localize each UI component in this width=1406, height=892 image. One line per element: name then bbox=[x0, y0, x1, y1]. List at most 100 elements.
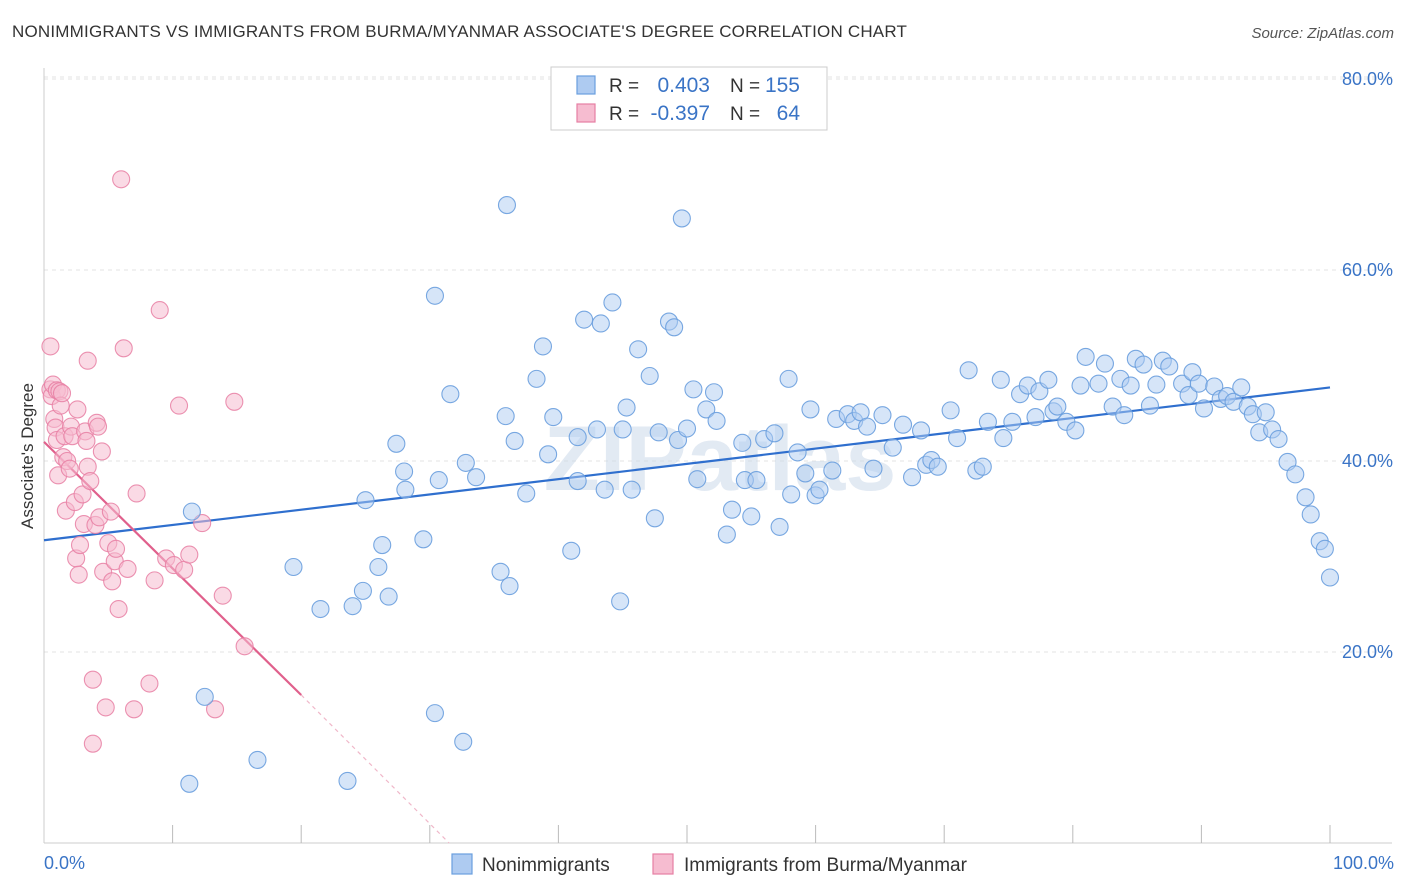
immigrants-trend-extension bbox=[300, 694, 450, 844]
nonimmigrants-point bbox=[649, 423, 668, 442]
nonimmigrants-point bbox=[356, 491, 375, 510]
nonimmigrants-point bbox=[796, 464, 815, 483]
immigrants-point bbox=[69, 565, 88, 584]
nonimmigrants-point bbox=[941, 401, 960, 420]
nonimmigrants-point bbox=[857, 417, 877, 436]
nonimmigrants-point bbox=[500, 577, 519, 596]
nonimmigrants-point bbox=[414, 530, 433, 549]
nonimmigrants-point bbox=[1095, 354, 1114, 373]
stats-r-value-1: 0.403 bbox=[657, 74, 710, 97]
nonimmigrants-point bbox=[991, 370, 1010, 389]
nonimmigrants-point bbox=[395, 462, 414, 481]
nonimmigrants-point bbox=[1048, 397, 1067, 416]
nonimmigrants-point bbox=[1115, 406, 1134, 425]
nonimmigrants-point bbox=[973, 457, 992, 476]
nonimmigrants-point bbox=[527, 369, 546, 388]
nonimmigrants-point bbox=[617, 398, 636, 417]
nonimmigrants-point bbox=[873, 406, 892, 425]
nonimmigrants-point bbox=[456, 453, 475, 472]
nonimmigrants-point bbox=[959, 361, 978, 380]
nonimmigrants-point bbox=[517, 484, 536, 503]
nonimmigrants-point bbox=[640, 366, 659, 386]
immigrants-point bbox=[88, 417, 108, 436]
legend-label-immigrants: Immigrants from Burma/Myanmar bbox=[684, 855, 968, 876]
nonimmigrants-point bbox=[1315, 539, 1334, 558]
nonimmigrants-point bbox=[425, 704, 444, 723]
nonimmigrants-point bbox=[195, 687, 214, 706]
nonimmigrants-point bbox=[883, 438, 902, 457]
nonimmigrants-point bbox=[893, 415, 913, 434]
stats-n-label-1: N = bbox=[730, 76, 760, 97]
nonimmigrants-point bbox=[782, 485, 801, 504]
nonimmigrants-point bbox=[1071, 376, 1090, 395]
nonimmigrants-point bbox=[603, 293, 622, 312]
immigrants-point bbox=[124, 700, 144, 719]
y-tick-label-80: 80.0% bbox=[1342, 69, 1393, 89]
nonimmigrants-point bbox=[704, 383, 724, 402]
nonimmigrants-point bbox=[1296, 488, 1315, 507]
immigrants-point bbox=[213, 586, 232, 605]
y-tick-labels: 20.0% 40.0% 60.0% 80.0% bbox=[1342, 69, 1393, 662]
stats-n-label-2: N = bbox=[730, 104, 760, 125]
immigrants-point bbox=[70, 535, 90, 555]
nonimmigrants-point bbox=[429, 471, 448, 490]
nonimmigrants-point bbox=[1039, 370, 1058, 389]
nonimmigrants-point bbox=[467, 468, 486, 487]
nonimmigrants-point bbox=[568, 428, 587, 447]
nonimmigrants-point bbox=[496, 407, 515, 426]
nonimmigrants-point bbox=[1256, 403, 1275, 422]
immigrants-point bbox=[106, 539, 126, 558]
nonimmigrants-point bbox=[864, 459, 883, 478]
legend-label-nonimmigrants: Nonimmigrants bbox=[482, 855, 610, 876]
nonimmigrants-point bbox=[539, 445, 558, 464]
stats-r-label-1: R = bbox=[609, 76, 639, 97]
nonimmigrants-point bbox=[611, 592, 630, 611]
stats-r-value-2: -0.397 bbox=[650, 102, 710, 125]
nonimmigrants-point bbox=[425, 286, 444, 305]
stats-n-value-1: 155 bbox=[765, 74, 800, 97]
immigrants-point bbox=[193, 514, 212, 533]
immigrants-burma-points bbox=[41, 170, 254, 753]
immigrants-point bbox=[109, 599, 128, 619]
nonimmigrants-point bbox=[311, 599, 330, 619]
nonimmigrants-point bbox=[665, 318, 684, 337]
nonimmigrants-point bbox=[595, 480, 614, 499]
immigrants-point bbox=[83, 734, 102, 753]
nonimmigrants-point bbox=[491, 562, 510, 581]
nonimmigrants-point bbox=[1076, 347, 1095, 366]
nonimmigrants-point bbox=[533, 337, 553, 356]
nonimmigrants-point bbox=[994, 429, 1013, 448]
nonimmigrants-point bbox=[387, 434, 406, 453]
nonimmigrants-point bbox=[379, 587, 398, 606]
immigrants-point bbox=[41, 337, 60, 356]
nonimmigrants-point bbox=[1026, 408, 1045, 427]
immigrants-point bbox=[180, 545, 199, 564]
immigrants-point bbox=[81, 472, 100, 491]
immigrants-point bbox=[112, 170, 131, 189]
nonimmigrants-point bbox=[684, 380, 703, 399]
y-tick-label-40: 40.0% bbox=[1342, 451, 1393, 471]
nonimmigrants-point bbox=[912, 421, 931, 440]
immigrants-point bbox=[114, 339, 133, 358]
immigrants-point bbox=[60, 459, 79, 478]
nonimmigrants-point bbox=[902, 468, 922, 487]
nonimmigrants-point bbox=[544, 408, 563, 427]
immigrants-point bbox=[96, 698, 115, 717]
nonimmigrants-point bbox=[284, 557, 303, 577]
nonimmigrants-point bbox=[1140, 396, 1160, 415]
nonimmigrants-point bbox=[722, 500, 742, 519]
immigrants-point bbox=[68, 400, 87, 419]
stats-r-label-2: R = bbox=[609, 104, 639, 125]
nonimmigrants-point bbox=[928, 457, 947, 476]
series-legend: Nonimmigrants Immigrants from Burma/Myan… bbox=[451, 853, 968, 876]
nonimmigrants-point bbox=[1003, 412, 1022, 431]
nonimmigrants-point bbox=[587, 420, 607, 439]
nonimmigrants-point bbox=[568, 472, 587, 491]
immigrants-point bbox=[118, 559, 137, 578]
nonimmigrants-point bbox=[505, 431, 524, 450]
nonimmigrants-point bbox=[1160, 357, 1179, 376]
axes bbox=[43, 68, 1392, 844]
nonimmigrants-point bbox=[677, 419, 697, 438]
source-credit: Source: ZipAtlas.com bbox=[1251, 25, 1394, 42]
